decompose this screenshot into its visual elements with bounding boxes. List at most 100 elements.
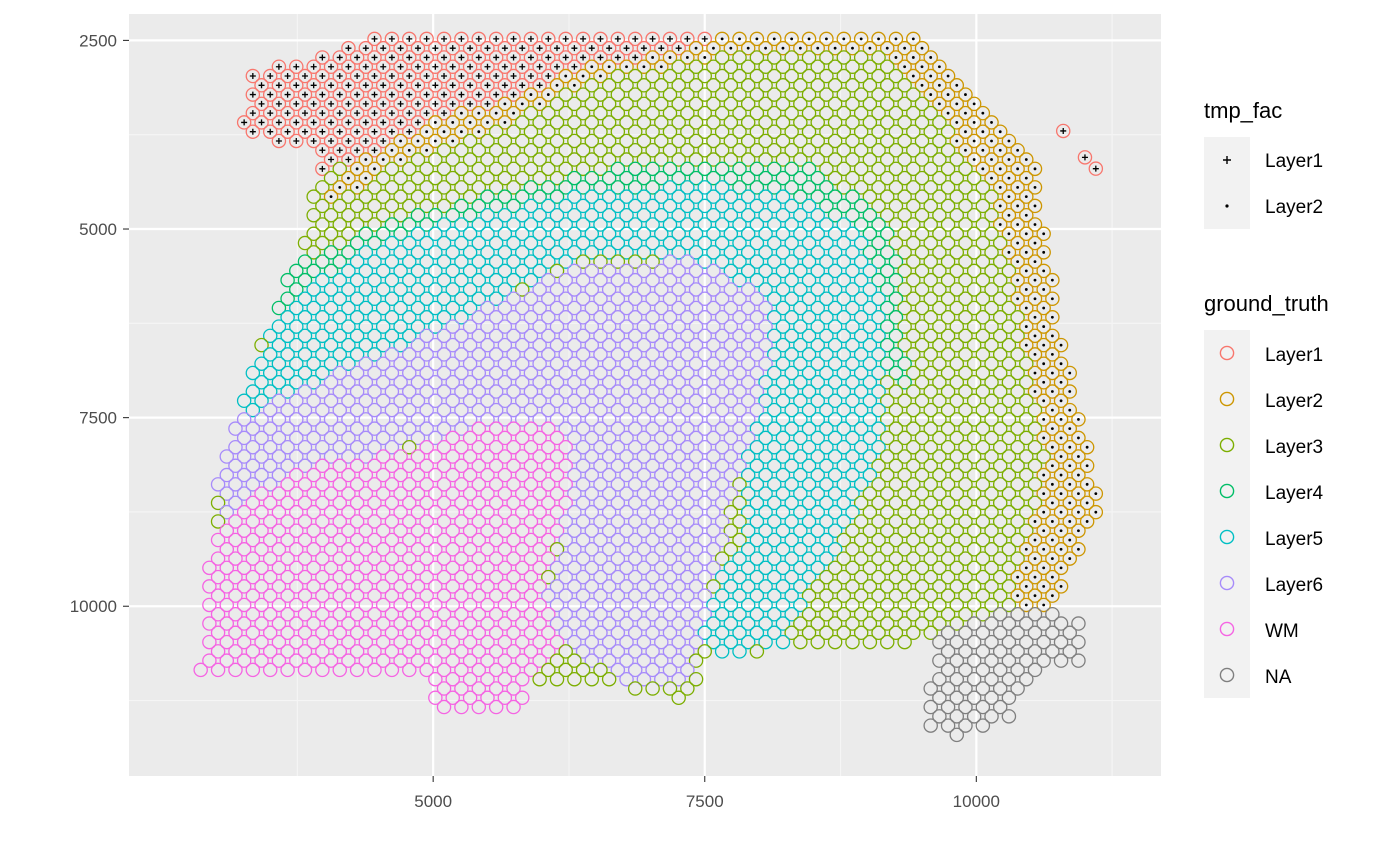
spot-layer5 xyxy=(819,402,834,418)
spot-dot-mark xyxy=(407,148,411,152)
spot-plus-mark xyxy=(536,82,543,89)
spot-layer5 xyxy=(262,328,278,344)
spot-layer3 xyxy=(975,532,991,548)
spot-layer3 xyxy=(949,486,965,501)
spot-na xyxy=(1053,653,1069,668)
spot-layer1 xyxy=(289,115,304,130)
spot-layer5 xyxy=(784,569,799,585)
spot-layer2 xyxy=(1053,542,1069,557)
spot-layer1 xyxy=(306,59,321,74)
spot-layer2 xyxy=(358,152,374,167)
spot-layer5 xyxy=(410,263,426,279)
spot-layer6 xyxy=(584,486,600,501)
spot-layer6 xyxy=(627,328,643,344)
spot-wm xyxy=(514,504,530,520)
spot-layer6 xyxy=(514,300,530,316)
spot-wm xyxy=(262,662,278,678)
spot-layer3 xyxy=(845,152,860,167)
spot-layer3 xyxy=(862,189,878,204)
spot-layer5 xyxy=(254,393,269,409)
spot-wm xyxy=(480,467,495,483)
spot-layer5 xyxy=(862,467,878,483)
spot-layer6 xyxy=(601,337,617,353)
spot-layer6 xyxy=(662,569,678,585)
spot-layer5 xyxy=(567,245,582,260)
spot-wm xyxy=(506,532,521,548)
spot-dot-mark xyxy=(1007,176,1011,180)
spot-layer4 xyxy=(775,170,791,186)
spot-layer3 xyxy=(819,606,834,622)
spot-wm xyxy=(375,579,391,594)
spot-layer1 xyxy=(332,50,347,65)
spot-layer6 xyxy=(488,328,504,344)
spot-layer5 xyxy=(767,235,782,251)
spot-layer6 xyxy=(645,532,660,548)
spot-wm xyxy=(262,551,278,566)
spot-dot-mark xyxy=(720,37,724,41)
spot-layer3 xyxy=(879,430,895,446)
spot-layer5 xyxy=(758,523,773,538)
spot-layer3 xyxy=(992,514,1008,529)
spot-wm xyxy=(541,421,556,436)
spot-layer1 xyxy=(297,68,313,84)
spot-layer6 xyxy=(558,625,573,641)
spot-wm xyxy=(541,532,556,548)
spot-wm xyxy=(436,606,452,622)
spot-layer4 xyxy=(358,226,374,242)
spot-layer5 xyxy=(332,272,347,288)
spot-wm xyxy=(332,458,347,474)
spot-wm xyxy=(375,616,391,631)
spot-layer6 xyxy=(636,579,652,594)
spot-wm xyxy=(297,551,313,566)
spot-plus-mark xyxy=(328,137,335,144)
spot-layer6 xyxy=(662,328,678,344)
spot-layer2 xyxy=(1027,328,1043,344)
spot-layer3 xyxy=(914,542,930,557)
spot-layer6 xyxy=(393,374,408,390)
spot-na xyxy=(992,662,1008,678)
spot-layer2 xyxy=(1027,180,1043,195)
spot-wm xyxy=(349,532,365,548)
spot-layer6 xyxy=(567,486,582,501)
spot-layer6 xyxy=(723,393,739,409)
spot-layer1 xyxy=(610,50,626,65)
spot-layer1 xyxy=(506,31,521,47)
spot-layer5 xyxy=(567,189,582,204)
spot-layer3 xyxy=(888,421,904,436)
spot-layer6 xyxy=(671,449,686,464)
spot-layer3 xyxy=(958,588,973,603)
spot-plus-mark xyxy=(354,128,361,135)
spot-layer3 xyxy=(1001,374,1017,390)
spot-layer6 xyxy=(332,439,347,455)
spot-layer2 xyxy=(992,198,1008,214)
spot-wm xyxy=(306,467,321,483)
spot-layer3 xyxy=(819,124,834,139)
spot-layer6 xyxy=(254,449,269,464)
spot-wm xyxy=(315,662,330,678)
spot-layer3 xyxy=(992,347,1008,362)
spot-wm xyxy=(558,477,573,492)
spot-layer3 xyxy=(706,59,721,74)
spot-layer4 xyxy=(680,161,695,177)
spot-plus-mark xyxy=(336,73,343,80)
spot-layer6 xyxy=(732,458,747,474)
spot-layer6 xyxy=(706,430,721,446)
spot-layer1 xyxy=(402,124,417,139)
spot-wm xyxy=(306,560,321,576)
spot-layer2 xyxy=(923,87,938,102)
spot-layer3 xyxy=(923,198,938,214)
spot-plus-mark xyxy=(284,91,291,98)
spot-layer2 xyxy=(506,105,521,121)
spot-layer3 xyxy=(1019,356,1034,371)
spot-layer3 xyxy=(975,439,991,455)
spot-layer4 xyxy=(619,170,634,186)
spot-layer5 xyxy=(853,439,869,455)
spot-wm xyxy=(523,477,539,492)
spot-layer6 xyxy=(567,282,582,297)
spot-wm xyxy=(375,634,391,650)
spot-layer6 xyxy=(584,560,600,576)
spot-na xyxy=(984,709,999,724)
spot-layer6 xyxy=(375,393,391,409)
spot-layer3 xyxy=(958,291,973,306)
spot-dot-mark xyxy=(1042,436,1046,440)
